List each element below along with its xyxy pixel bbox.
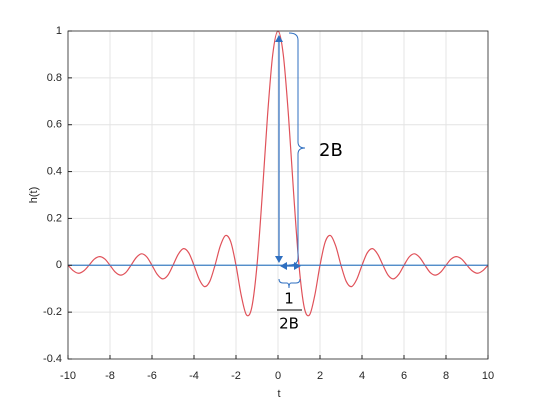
x-tick-label: -4	[189, 370, 199, 382]
x-tick-label: 2	[317, 370, 323, 382]
x-tick-label: -10	[60, 370, 76, 382]
y-tick-label: 0	[56, 259, 62, 271]
x-tick-label: 6	[401, 370, 407, 382]
x-tick-label: 4	[359, 370, 365, 382]
annotation-label: 1	[284, 290, 294, 308]
x-tick-label: -2	[231, 370, 241, 382]
x-tick-label: 8	[443, 370, 449, 382]
x-tick-label: -8	[105, 370, 115, 382]
y-tick-label: 0.6	[47, 119, 62, 131]
y-tick-label: 1	[56, 25, 62, 37]
x-tick-label: 0	[275, 370, 281, 382]
y-tick-label: 0.4	[47, 165, 62, 177]
annotation-label: 2B	[319, 140, 343, 161]
y-axis-label: h(t)	[28, 187, 40, 204]
y-tick-label: -0.4	[43, 353, 62, 365]
y-tick-label: -0.2	[43, 306, 62, 318]
x-tick-label: -6	[147, 370, 157, 382]
width-bracket	[278, 278, 301, 289]
y-tick-label: 0.2	[47, 212, 62, 224]
annotation-label: 2B	[279, 315, 299, 333]
x-tick-label: 10	[482, 370, 494, 382]
x-axis-label: t	[277, 388, 280, 400]
height-bracket	[288, 32, 306, 266]
y-tick-label: 0.8	[47, 72, 62, 84]
